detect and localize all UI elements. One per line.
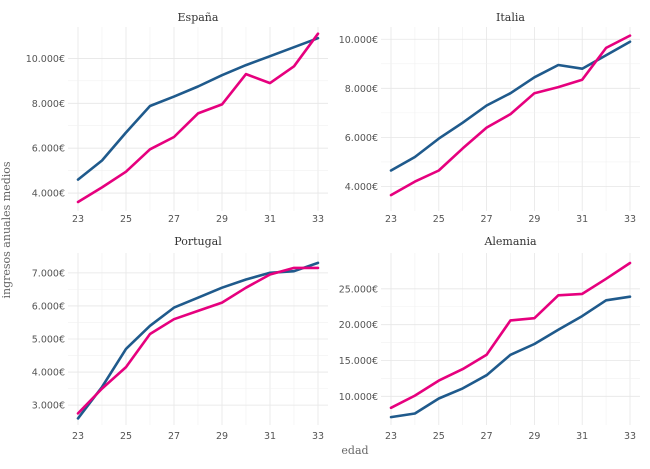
y-tick-label: 4.000€ (32, 368, 65, 379)
y-axis-label: ingresos anuales medios (0, 161, 13, 298)
x-tick-label: 27 (168, 214, 180, 225)
x-tick-label: 25 (120, 214, 132, 225)
series-line-serie_rosa (389, 34, 632, 197)
x-tick-label: 31 (576, 431, 588, 442)
panel-title: Italia (496, 11, 525, 24)
x-tick-label: 25 (120, 431, 132, 442)
y-tick-label: 10.000€ (339, 35, 378, 46)
x-tick-label: 25 (433, 214, 445, 225)
x-tick-label: 29 (528, 431, 540, 442)
series-line-serie_azul (389, 295, 632, 419)
series-line-serie_rosa (76, 266, 320, 415)
y-tick-label: 7.000€ (32, 268, 65, 279)
grid (68, 27, 328, 211)
panel-1: 4.000€ 6.000€ 8.000€ 10.000€ 23 25 27 29 31 33 Esp… (26, 11, 328, 225)
x-tick-label: 27 (481, 214, 493, 225)
chart-panels: 4.000€ 6.000€ 8.000€ 10.000€ 23 25 27 29 31 33 Esp… (26, 11, 640, 442)
x-tick-label: 33 (624, 431, 636, 442)
x-tick-label: 23 (385, 431, 397, 442)
panel-4: 10.000€ 15.000€ 20.000€ 25.000€ 23 25 27 29 31 33… (339, 235, 640, 442)
x-tick-label: 25 (433, 431, 445, 442)
x-tick-label: 27 (481, 431, 493, 442)
panel-title: Portugal (174, 235, 222, 248)
grid (68, 253, 328, 425)
panel-3: 3.000€ 4.000€ 5.000€ 6.000€ 7.000€ 23 25 27 29 31… (32, 235, 328, 442)
y-tick-label: 10.000€ (339, 392, 378, 403)
x-tick-label: 23 (385, 214, 397, 225)
x-tick-label: 29 (216, 214, 228, 225)
x-tick-label: 31 (264, 431, 276, 442)
y-tick-label: 8.000€ (32, 99, 65, 110)
x-tick-label: 23 (72, 431, 84, 442)
x-tick-label: 33 (312, 214, 324, 225)
x-tick-label: 31 (264, 214, 276, 225)
x-tick-label: 29 (528, 214, 540, 225)
y-tick-label: 5.000€ (32, 335, 65, 346)
x-tick-label: 33 (624, 214, 636, 225)
y-tick-label: 20.000€ (339, 320, 378, 331)
series-line-serie_azul (389, 40, 632, 172)
y-tick-label: 6.000€ (32, 301, 65, 312)
series-line-serie_rosa (389, 261, 632, 410)
y-tick-label: 4.000€ (345, 182, 378, 193)
y-tick-label: 4.000€ (32, 189, 65, 200)
series-line-serie_azul (76, 36, 320, 181)
panel-2: 4.000€ 6.000€ 8.000€ 10.000€ 23 25 27 29 31 33 Ita… (339, 11, 640, 225)
y-tick-label: 25.000€ (339, 284, 378, 295)
x-tick-label: 31 (576, 214, 588, 225)
series-line-serie_rosa (76, 32, 320, 204)
x-tick-label: 23 (72, 214, 84, 225)
y-tick-label: 8.000€ (345, 84, 378, 95)
panel-title: España (178, 11, 219, 24)
x-axis-label: edad (341, 444, 368, 457)
y-tick-label: 6.000€ (345, 133, 378, 144)
y-tick-label: 6.000€ (32, 144, 65, 155)
panel-title: Alemania (483, 235, 537, 248)
x-tick-label: 33 (312, 431, 324, 442)
grid (381, 253, 640, 425)
y-tick-label: 15.000€ (339, 356, 378, 367)
x-tick-label: 27 (168, 431, 180, 442)
y-tick-label: 10.000€ (26, 54, 65, 65)
x-tick-label: 29 (216, 431, 228, 442)
y-tick-label: 3.000€ (32, 401, 65, 412)
